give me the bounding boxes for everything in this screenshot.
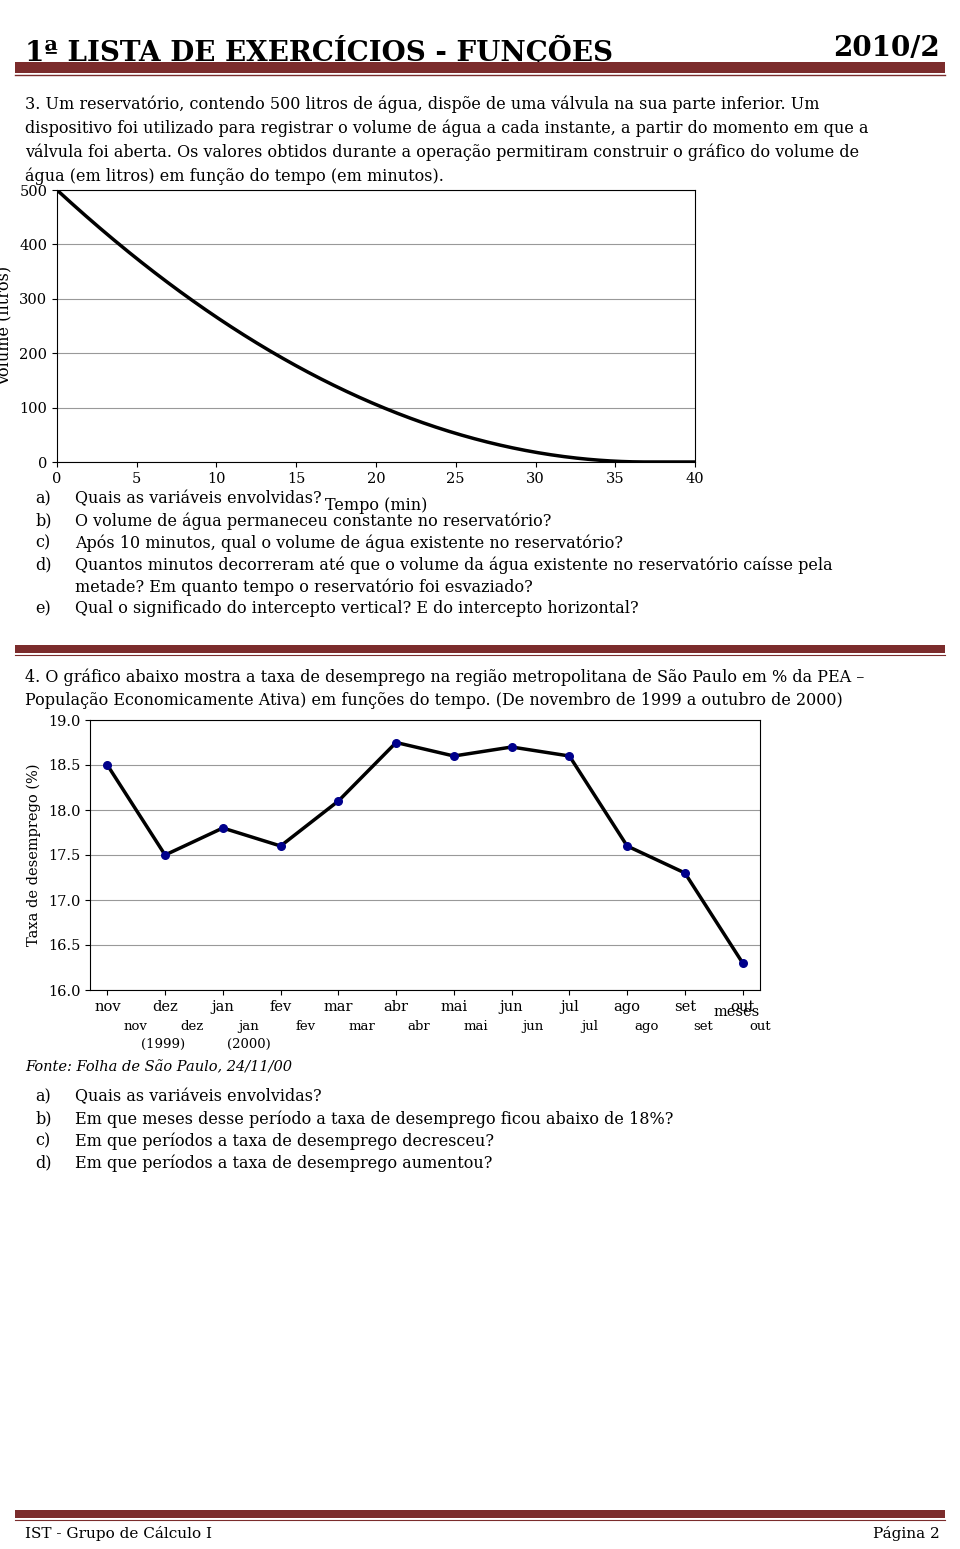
Text: Em que períodos a taxa de desemprego decresceu?: Em que períodos a taxa de desemprego dec… bbox=[75, 1132, 494, 1149]
Bar bbox=[15, 62, 945, 73]
Point bbox=[677, 861, 692, 886]
Text: válvula foi aberta. Os valores obtidos durante a operação permitiram construir o: válvula foi aberta. Os valores obtidos d… bbox=[25, 143, 859, 161]
Y-axis label: Taxa de desemprego (%): Taxa de desemprego (%) bbox=[27, 764, 41, 946]
Point bbox=[562, 744, 577, 768]
Text: fev: fev bbox=[296, 1019, 316, 1033]
Text: 4. O gráfico abaixo mostra a taxa de desemprego na região metropolitana de São P: 4. O gráfico abaixo mostra a taxa de des… bbox=[25, 668, 864, 686]
Text: Quantos minutos decorreram até que o volume da água existente no reservatório ca: Quantos minutos decorreram até que o vol… bbox=[75, 556, 832, 573]
Text: 1ª LISTA DE EXERCÍCIOS - FUNÇÕES: 1ª LISTA DE EXERCÍCIOS - FUNÇÕES bbox=[25, 36, 613, 67]
Text: Após 10 minutos, qual o volume de água existente no reservatório?: Após 10 minutos, qual o volume de água e… bbox=[75, 534, 623, 551]
Text: mar: mar bbox=[348, 1019, 375, 1033]
Text: dez: dez bbox=[180, 1019, 204, 1033]
Bar bbox=[15, 1510, 945, 1518]
Text: (2000): (2000) bbox=[227, 1038, 271, 1052]
Y-axis label: Volume (litros): Volume (litros) bbox=[0, 266, 12, 386]
Text: jun: jun bbox=[522, 1019, 543, 1033]
Text: mai: mai bbox=[464, 1019, 489, 1033]
Point bbox=[273, 833, 288, 858]
Point bbox=[389, 730, 404, 754]
Text: ago: ago bbox=[635, 1019, 659, 1033]
Text: O volume de água permaneceu constante no reservatório?: O volume de água permaneceu constante no… bbox=[75, 513, 551, 530]
Text: jan: jan bbox=[238, 1019, 259, 1033]
Text: Página 2: Página 2 bbox=[874, 1526, 940, 1541]
Text: metade? Em quanto tempo o reservatório foi esvaziado?: metade? Em quanto tempo o reservatório f… bbox=[75, 578, 533, 595]
Bar bbox=[15, 644, 945, 654]
Point bbox=[504, 734, 519, 759]
Text: IST - Grupo de Cálculo I: IST - Grupo de Cálculo I bbox=[25, 1526, 212, 1541]
Text: Em que períodos a taxa de desemprego aumentou?: Em que períodos a taxa de desemprego aum… bbox=[75, 1154, 492, 1171]
Text: b): b) bbox=[35, 1111, 52, 1128]
Text: Qual o significado do intercepto vertical? E do intercepto horizontal?: Qual o significado do intercepto vertica… bbox=[75, 599, 638, 617]
Text: água (em litros) em função do tempo (em minutos).: água (em litros) em função do tempo (em … bbox=[25, 167, 444, 184]
Text: out: out bbox=[749, 1019, 771, 1033]
Text: set: set bbox=[693, 1019, 713, 1033]
Text: População Economicamente Ativa) em funções do tempo. (De novembro de 1999 a outu: População Economicamente Ativa) em funçõ… bbox=[25, 692, 843, 709]
Point bbox=[157, 843, 173, 867]
Text: a): a) bbox=[35, 489, 51, 507]
X-axis label: Tempo (min): Tempo (min) bbox=[324, 497, 427, 514]
Point bbox=[735, 951, 751, 976]
Point bbox=[215, 816, 230, 841]
Text: (1999): (1999) bbox=[141, 1038, 185, 1052]
Text: nov: nov bbox=[123, 1019, 147, 1033]
Point bbox=[446, 744, 462, 768]
Text: meses: meses bbox=[713, 1005, 760, 1019]
Text: Quais as variáveis envolvidas?: Quais as variáveis envolvidas? bbox=[75, 1087, 322, 1104]
Text: Fonte: Folha de São Paulo, 24/11/00: Fonte: Folha de São Paulo, 24/11/00 bbox=[25, 1060, 292, 1073]
Text: b): b) bbox=[35, 513, 52, 530]
Text: a): a) bbox=[35, 1087, 51, 1104]
Text: c): c) bbox=[35, 1132, 50, 1149]
Text: 2010/2: 2010/2 bbox=[833, 36, 940, 62]
Text: jul: jul bbox=[581, 1019, 598, 1033]
Text: e): e) bbox=[35, 599, 51, 617]
Text: Quais as variáveis envolvidas?: Quais as variáveis envolvidas? bbox=[75, 489, 322, 507]
Text: d): d) bbox=[35, 556, 52, 573]
Text: Em que meses desse período a taxa de desemprego ficou abaixo de 18%?: Em que meses desse período a taxa de des… bbox=[75, 1111, 673, 1128]
Point bbox=[100, 753, 115, 778]
Point bbox=[330, 788, 346, 813]
Text: d): d) bbox=[35, 1154, 52, 1171]
Text: 3. Um reservatório, contendo 500 litros de água, dispõe de uma válvula na sua pa: 3. Um reservatório, contendo 500 litros … bbox=[25, 94, 820, 113]
Point bbox=[619, 833, 635, 858]
Text: c): c) bbox=[35, 534, 50, 551]
Text: abr: abr bbox=[408, 1019, 430, 1033]
Text: dispositivo foi utilizado para registrar o volume de água a cada instante, a par: dispositivo foi utilizado para registrar… bbox=[25, 119, 869, 136]
